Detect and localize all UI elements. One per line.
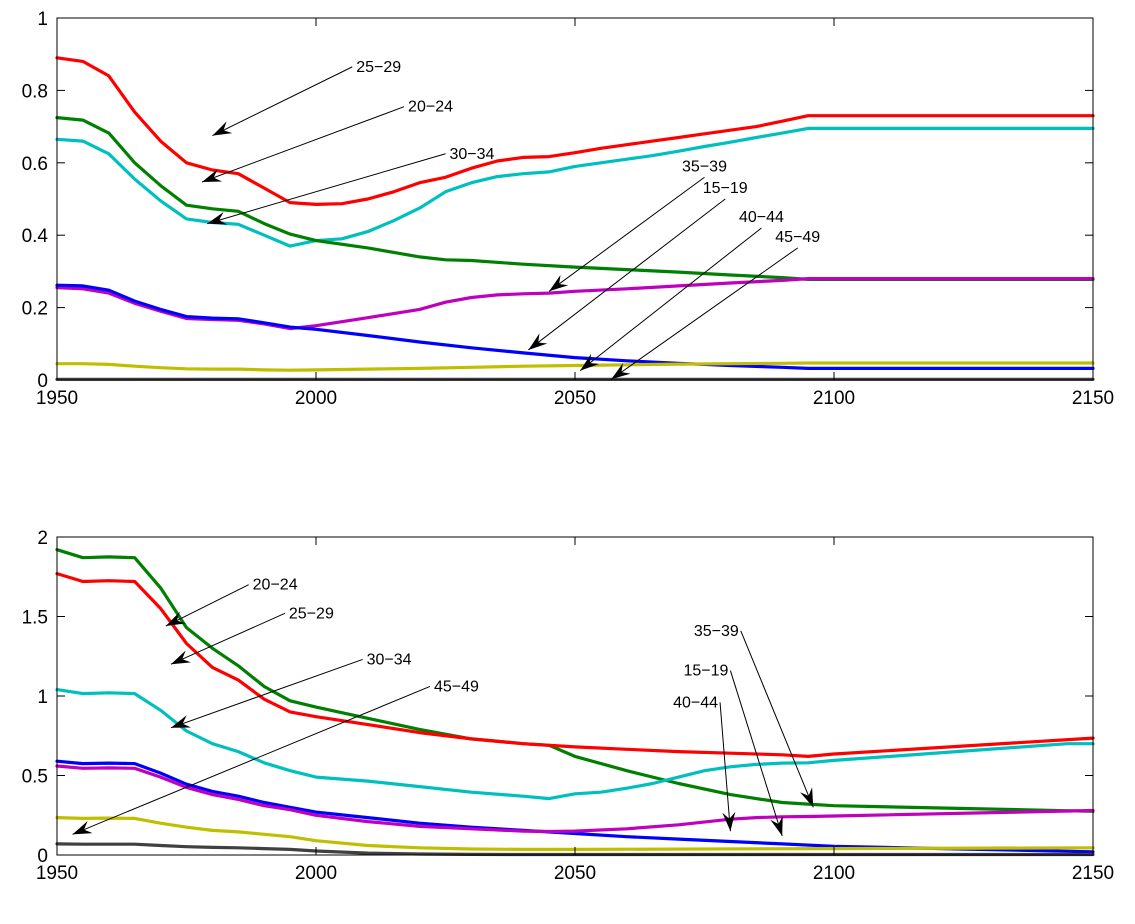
annotation-label: 45−49 <box>434 678 479 695</box>
y-tick-label: 1.5 <box>22 608 48 629</box>
series-line-1 <box>55 126 1095 248</box>
x-tick-label: 2100 <box>813 863 855 884</box>
series-line-5 <box>55 815 1095 852</box>
annotation-arrow-line <box>170 612 286 665</box>
annotation-arrow-line <box>610 247 799 380</box>
y-tick-label: 0 <box>37 846 48 867</box>
annotation-label: 15−19 <box>683 663 728 680</box>
series-line-4 <box>55 764 1095 834</box>
annotation-label: 25−29 <box>289 605 334 622</box>
annotation-arrow-head <box>72 821 93 835</box>
y-tick-label: 2 <box>37 528 48 549</box>
annotation-label: 20−24 <box>408 99 453 116</box>
annotation-label: 40−44 <box>673 694 718 711</box>
annotation-label: 30−34 <box>367 651 412 668</box>
series-line-1 <box>55 571 1095 759</box>
y-tick-label: 0.6 <box>22 154 48 175</box>
annotation-arrow-head <box>770 815 783 836</box>
y-tick-label: 0.4 <box>22 226 49 247</box>
y-tick-label: 0.8 <box>22 81 48 102</box>
x-tick-label: 2050 <box>554 388 596 409</box>
annotation-arrow-line <box>207 153 446 225</box>
x-tick-label: 2150 <box>1072 388 1114 409</box>
annotation-arrow-line <box>719 702 731 832</box>
annotation-arrow-head <box>549 274 569 292</box>
series-line-0 <box>55 56 1095 206</box>
annotation-arrow-head <box>202 169 223 182</box>
annotation-arrow-head <box>722 811 736 832</box>
series-line-4 <box>55 283 1095 370</box>
annotation-arrow-line <box>740 630 814 808</box>
x-tick-label: 2000 <box>295 388 337 409</box>
annotation-arrow-head <box>207 212 228 225</box>
annotation-label: 25−29 <box>356 59 401 76</box>
x-tick-label: 2000 <box>295 863 337 884</box>
annotation-arrow-head <box>170 650 191 665</box>
annotation-label: 30−34 <box>450 146 495 163</box>
series-line-0 <box>55 548 1095 813</box>
annotation-arrow-line <box>729 670 783 837</box>
annotation-label: 20−24 <box>253 577 298 594</box>
annotation-arrow-head <box>580 353 600 371</box>
annotation-arrow-head <box>800 787 814 808</box>
series-line-6 <box>55 842 1095 857</box>
y-tick-label: 1 <box>37 9 48 30</box>
y-tick-label: 0.5 <box>22 767 48 788</box>
annotation-arrow-line <box>579 227 762 371</box>
annotation-arrow-head <box>528 333 548 350</box>
annotation-arrow-line <box>72 685 431 835</box>
annotation-label: 35−39 <box>682 158 727 175</box>
series-line-2 <box>55 687 1095 801</box>
annotation-arrow-head <box>165 611 186 627</box>
annotation-arrow-head <box>170 715 192 728</box>
series-line-5 <box>55 361 1095 372</box>
x-tick-label: 1950 <box>36 863 78 884</box>
series-line-3 <box>55 759 1095 854</box>
annotation-arrow-line <box>548 176 705 292</box>
annotation-arrow-line <box>212 66 353 137</box>
y-tick-label: 1 <box>37 687 48 708</box>
x-tick-label: 1950 <box>36 388 78 409</box>
top-panel: 1950 2000 2050 2100 2150 0 0.2 0.4 0.6 0.8 1 25−29 2… <box>22 9 1115 409</box>
x-tick-label: 2050 <box>554 863 596 884</box>
annotation-label: 45−49 <box>775 229 820 246</box>
annotation-arrow-line <box>165 584 249 627</box>
series-line-3 <box>55 277 1095 331</box>
y-tick-label: 0 <box>37 371 48 392</box>
annotation-label: 35−39 <box>694 623 739 640</box>
annotation-arrow-line <box>170 658 363 729</box>
annotation-arrow-line <box>201 106 405 183</box>
annotation-label: 15−19 <box>703 180 748 197</box>
series-line-2 <box>55 115 1095 281</box>
x-tick-label: 2100 <box>813 388 855 409</box>
annotation-arrow-head <box>212 121 233 136</box>
annotation-label: 40−44 <box>739 209 784 226</box>
bottom-panel: 1950 2000 2050 2100 2150 0 0.5 1 1.5 2 20−24 25−29 3… <box>22 528 1115 884</box>
annotation-arrow-line <box>528 198 726 351</box>
x-tick-label: 2150 <box>1072 863 1114 884</box>
axes-box <box>56 17 1094 381</box>
y-tick-label: 0.2 <box>22 299 48 320</box>
annotation-arrow-head <box>611 363 631 380</box>
